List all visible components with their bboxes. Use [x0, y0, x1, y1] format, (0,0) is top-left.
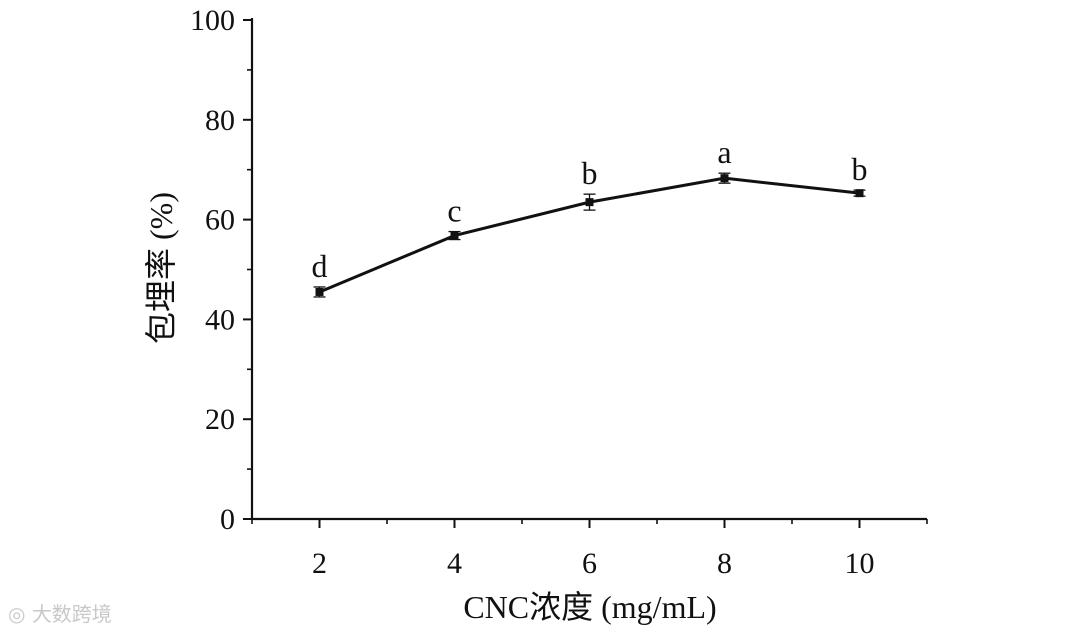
data-point — [450, 231, 459, 240]
significance-label: b — [582, 155, 598, 191]
camera-logo-icon: ◎ — [8, 602, 26, 626]
x-tick-label: 10 — [845, 547, 875, 580]
x-tick-label: 6 — [582, 547, 597, 580]
y-tick-label: 100 — [190, 4, 235, 37]
x-tick-label: 2 — [312, 547, 327, 580]
series: d c b a b — [312, 134, 868, 298]
y-tick-label: 40 — [205, 303, 235, 336]
y-tick-label: 60 — [205, 204, 235, 237]
x-axis-label: CNC浓度 (mg/mL) — [463, 589, 716, 625]
significance-label: c — [447, 193, 461, 229]
y-tick-label: 0 — [220, 503, 235, 536]
y-axis-label: 包埋率 (%) — [143, 192, 179, 344]
x-tick-label: 8 — [717, 547, 732, 580]
data-point — [315, 287, 324, 296]
significance-label: b — [852, 151, 868, 187]
significance-label: d — [312, 248, 328, 284]
data-point — [585, 198, 594, 207]
watermark: ◎ 大数跨境 — [8, 598, 112, 627]
data-point — [720, 174, 729, 183]
significance-label: a — [717, 134, 731, 170]
y-ticks: 0 20 40 60 80 100 — [190, 4, 252, 536]
data-point — [855, 189, 864, 198]
y-tick-label: 80 — [205, 104, 235, 137]
watermark-text: 大数跨境 — [31, 602, 112, 626]
axes — [250, 18, 927, 521]
y-tick-label: 20 — [205, 403, 235, 436]
x-ticks: 2 4 6 8 10 — [251, 519, 928, 580]
x-tick-label: 4 — [447, 547, 462, 580]
